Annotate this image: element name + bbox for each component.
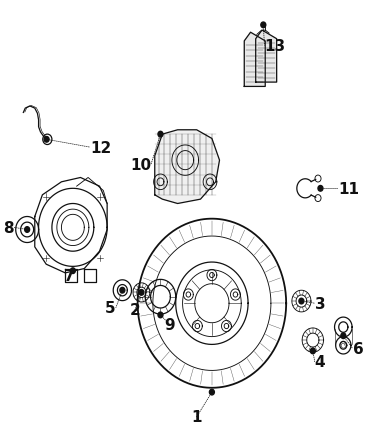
Circle shape [139,290,144,296]
Text: 4: 4 [315,355,325,369]
Circle shape [299,299,304,304]
Text: 11: 11 [338,181,359,196]
Circle shape [44,137,49,143]
Circle shape [158,312,163,318]
Circle shape [120,288,125,293]
Polygon shape [155,131,220,204]
Text: 3: 3 [315,296,325,311]
Text: 13: 13 [265,39,286,54]
Text: 10: 10 [130,158,151,173]
Text: 2: 2 [129,302,140,318]
Circle shape [209,389,214,395]
Text: 6: 6 [353,342,364,356]
Polygon shape [256,31,276,83]
Text: 8: 8 [3,220,14,235]
Text: 9: 9 [165,318,175,332]
Circle shape [341,333,346,339]
Text: 12: 12 [90,140,111,155]
Text: 7: 7 [64,268,74,283]
Circle shape [25,227,30,233]
Circle shape [70,268,75,274]
Circle shape [158,132,163,138]
Circle shape [310,349,315,354]
Circle shape [318,186,323,192]
Text: 5: 5 [105,300,116,316]
Text: 1: 1 [191,409,202,424]
Polygon shape [244,33,265,87]
Circle shape [261,23,266,29]
